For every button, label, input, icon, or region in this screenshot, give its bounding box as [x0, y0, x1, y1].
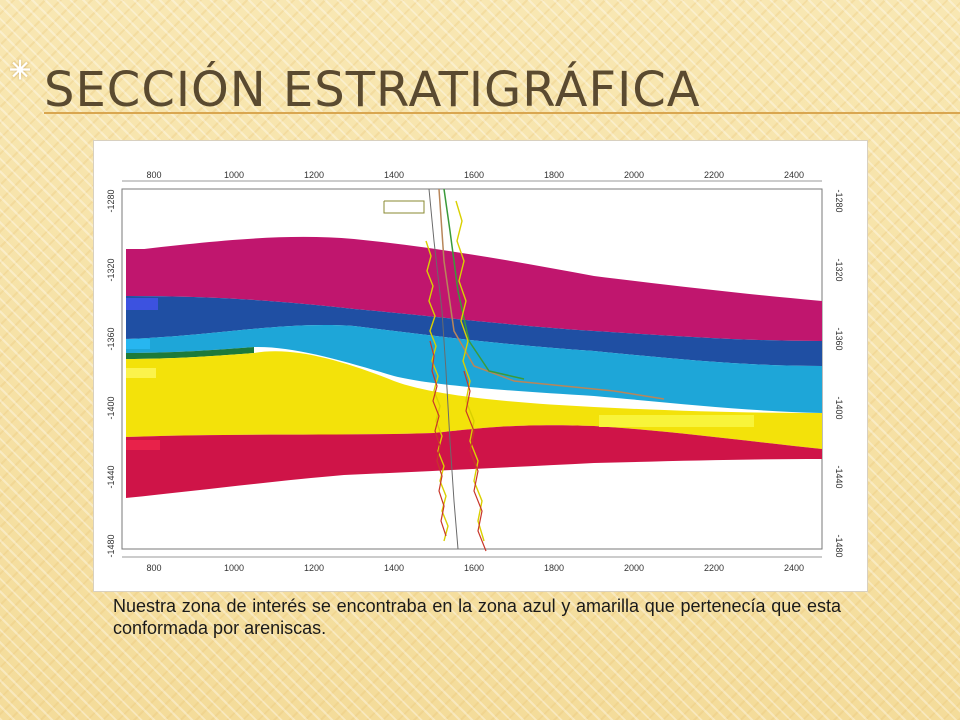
layer-cyan: [126, 324, 822, 413]
right-axis-tick-label: -1440: [834, 465, 844, 488]
left-marker-red: [126, 440, 160, 450]
left-axis-tick-label: -1400: [106, 396, 116, 419]
top-axis-tick-label: 1400: [384, 170, 404, 180]
bottom-axis-tick-label: 1200: [304, 563, 324, 573]
bottom-axis-tick-label: 1400: [384, 563, 404, 573]
top-axis-tick-label: 2400: [784, 170, 804, 180]
stratigraphic-section-figure: 800 1000 1200 1400 1600 1800 2000 2200 2400 800 10…: [93, 140, 868, 592]
left-marker-yellow: [126, 368, 156, 378]
section-svg: 800 1000 1200 1400 1600 1800 2000 2200 2400 800 10…: [106, 170, 844, 573]
right-axis-tick-label: -1320: [834, 258, 844, 281]
well-log-red-right: [463, 370, 487, 552]
title-star-icon: ✳: [9, 55, 31, 85]
bottom-axis-tick-label: 800: [146, 563, 161, 573]
top-axis-tick-label: 1600: [464, 170, 484, 180]
bottom-axis-tick-label: 1600: [464, 563, 484, 573]
right-axis-tick-label: -1400: [834, 396, 844, 419]
left-axis-tick-label: -1480: [106, 534, 116, 557]
layer-magenta-upper: [126, 236, 822, 341]
bottom-axis-tick-label: 2200: [704, 563, 724, 573]
top-axis-tick-label: 2200: [704, 170, 724, 180]
bottom-axis-tick-label: 1000: [224, 563, 244, 573]
left-marker-cyan: [126, 339, 150, 349]
layer-green-thin: [126, 347, 254, 359]
well-path-green: [443, 188, 525, 380]
top-axis-tick-label: 2000: [624, 170, 644, 180]
left-axis-tick-label: -1280: [106, 189, 116, 212]
target-zone-highlight: [599, 415, 754, 427]
well-path-olive: [383, 200, 425, 214]
title-underline: [44, 112, 960, 114]
top-axis-tick-label: 1800: [544, 170, 564, 180]
well-path-brown: [438, 188, 665, 400]
left-marker-magenta: [126, 249, 152, 259]
right-axis-tick-label: -1480: [834, 534, 844, 557]
layer-dark-blue: [126, 296, 822, 366]
right-axis-tick-label: -1280: [834, 189, 844, 212]
well-log-red-left: [429, 340, 447, 537]
bottom-axis-tick-label: 1800: [544, 563, 564, 573]
left-marker-blue: [126, 298, 158, 310]
bottom-axis-tick-label: 2400: [784, 563, 804, 573]
bottom-axis-tick-label: 2000: [624, 563, 644, 573]
top-axis-tick-label: 1200: [304, 170, 324, 180]
left-axis-tick-label: -1320: [106, 258, 116, 281]
left-axis-tick-label: -1440: [106, 465, 116, 488]
right-axis-tick-label: -1360: [834, 327, 844, 350]
well-log-yellow-left: [425, 240, 449, 542]
slide-caption: Nuestra zona de interés se encontraba en…: [113, 596, 841, 638]
slide-title: Sección estratigráfica: [44, 62, 701, 118]
top-axis-tick-label: 800: [146, 170, 161, 180]
well-path-gray: [428, 188, 459, 550]
top-axis-tick-label: 1000: [224, 170, 244, 180]
left-axis-tick-label: -1360: [106, 327, 116, 350]
